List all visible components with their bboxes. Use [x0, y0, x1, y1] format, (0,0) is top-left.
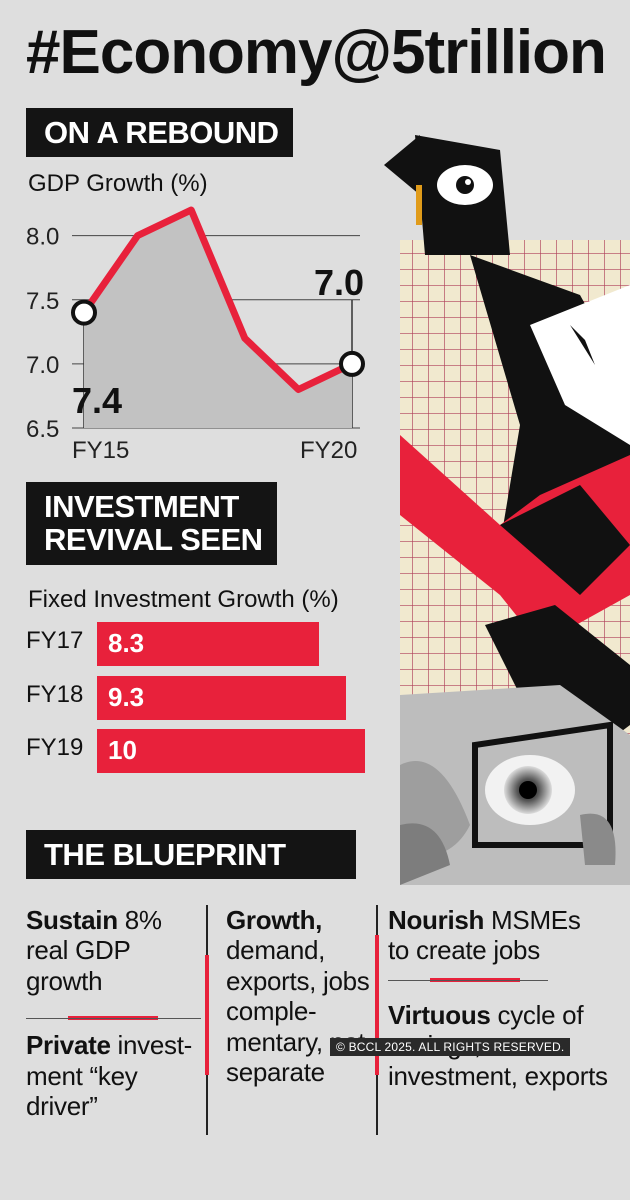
blueprint-column-2: Growth, demand, exports, jobs comple-men…	[226, 905, 376, 1087]
bar-value-label: 9.3	[108, 682, 145, 712]
bar-category-label: FY19	[26, 734, 84, 761]
red-accent-divider-2	[375, 935, 379, 1075]
y-tick-label: 7.5	[26, 288, 59, 315]
data-label-start: 7.4	[72, 380, 122, 421]
blueprint-column-1: Sustain 8% real GDP growth Private inves…	[26, 905, 201, 1121]
investment-bar	[97, 676, 346, 720]
bar-category-label: FY17	[26, 627, 84, 654]
bar-value-label: 10	[108, 735, 137, 765]
investment-chart-title: Fixed Investment Growth (%)	[28, 586, 339, 613]
data-point-marker	[71, 299, 97, 326]
x-tick-label: FY15	[72, 437, 129, 464]
illustration	[384, 135, 630, 885]
x-tick-label: FY20	[300, 437, 357, 464]
bar-value-label: 8.3	[108, 628, 145, 658]
investment-bar	[97, 622, 319, 666]
blueprint-item-private: Private invest-ment “key driver”	[26, 1030, 193, 1122]
blueprint-item-growth: Growth, demand, exports, jobs comple-men…	[226, 905, 370, 1088]
blueprint-item-sustain: Sustain 8% real GDP growth	[26, 905, 162, 996]
y-tick-label: 6.5	[26, 416, 59, 443]
section-banner-investment: INVESTMENT REVIVAL SEEN	[26, 482, 277, 565]
bar-category-label: FY18	[26, 681, 84, 708]
data-label-end: 7.0	[314, 262, 364, 303]
plot-area-fill	[84, 210, 352, 428]
gdp-series-line	[80, 206, 356, 394]
blueprint-column-3: Nourish MSMEs to create jobs Virtuous cy…	[388, 905, 608, 1091]
gray-divider-1	[26, 1018, 201, 1019]
investment-bar	[97, 729, 365, 773]
gdp-chart-title: GDP Growth (%)	[28, 170, 208, 197]
main-title: #Economy@5trillion	[26, 18, 607, 87]
gray-divider-3	[388, 980, 548, 981]
section-banner-blueprint: THE BLUEPRINT	[26, 830, 356, 880]
red-accent-divider-1	[205, 955, 209, 1075]
banner-line-2: REVIVAL SEEN	[44, 522, 263, 558]
y-tick-label: 8.0	[26, 224, 59, 251]
section-banner-rebound: ON A REBOUND	[26, 108, 293, 158]
data-point-marker	[339, 350, 365, 377]
blueprint-item-nourish: Nourish MSMEs to create jobs	[388, 905, 581, 966]
banner-line-1: INVESTMENT	[44, 489, 239, 524]
y-tick-label: 7.0	[26, 352, 59, 379]
gdp-line-chart: 8.0 7.5 7.0 6.5 FY15 FY20 7.4 7.0	[26, 206, 365, 464]
copyright-credit: © BCCL 2025. ALL RIGHTS RESERVED.	[330, 1038, 571, 1056]
red-chevron	[400, 435, 630, 645]
